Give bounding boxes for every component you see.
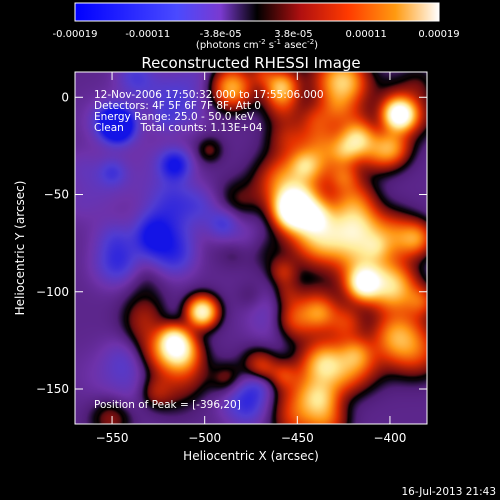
y-axis-label: Heliocentric Y (arcsec) xyxy=(13,181,27,316)
y-tick-label: −150 xyxy=(36,382,69,396)
plot-title: Reconstructed RHESSI Image xyxy=(141,54,360,72)
x-tick-label: −550 xyxy=(96,431,129,445)
colorbar-units-label: (photons cm-2 s-1 asec-2) xyxy=(196,38,318,51)
annotation-peak-position: Position of Peak = [-396,20] xyxy=(94,399,241,411)
colorbar-tick-label: -3.8e-05 xyxy=(200,29,242,40)
colorbar xyxy=(74,2,440,22)
y-tick-label: 0 xyxy=(61,90,69,104)
colorbar-ticks: -0.00019 -0.00011 -3.8e-05 3.8e-05 0.00011 0.… xyxy=(53,29,460,40)
annotation-counts: Clean Total counts: 1.13E+04 xyxy=(94,122,263,134)
x-axis: −550 −500 −450 −400 xyxy=(96,72,406,445)
x-tick-label: −500 xyxy=(188,431,221,445)
x-axis-label: Heliocentric X (arcsec) xyxy=(183,449,319,463)
rhessi-image-raster xyxy=(75,72,427,424)
colorbar-tick-label: 3.8e-05 xyxy=(274,29,312,40)
image-annotations: 12-Nov-2006 17:50:32.000 to 17:55:06.000… xyxy=(94,89,324,411)
colorbar-tick-label: 0.00019 xyxy=(418,29,459,40)
colorbar-tick-label: -0.00019 xyxy=(53,29,98,40)
annotation-detectors: Detectors: 4F 5F 6F 7F 8F, Att 0 xyxy=(94,100,261,112)
colorbar-tick-label: -0.00011 xyxy=(125,29,170,40)
plot-frame xyxy=(74,71,428,425)
y-axis: 0 −50 −100 −150 xyxy=(36,90,427,396)
x-tick-label: −400 xyxy=(373,431,406,445)
x-tick-label: −450 xyxy=(281,431,314,445)
annotation-time-range: 12-Nov-2006 17:50:32.000 to 17:55:06.000 xyxy=(94,89,324,101)
colorbar-tick-label: 0.00011 xyxy=(346,29,387,40)
y-tick-label: −50 xyxy=(44,188,69,202)
footer-timestamp: 16-Jul-2013 21:43 xyxy=(401,486,496,498)
annotation-energy: Energy Range: 25.0 - 50.0 keV xyxy=(94,111,255,123)
y-tick-label: −100 xyxy=(36,285,69,299)
